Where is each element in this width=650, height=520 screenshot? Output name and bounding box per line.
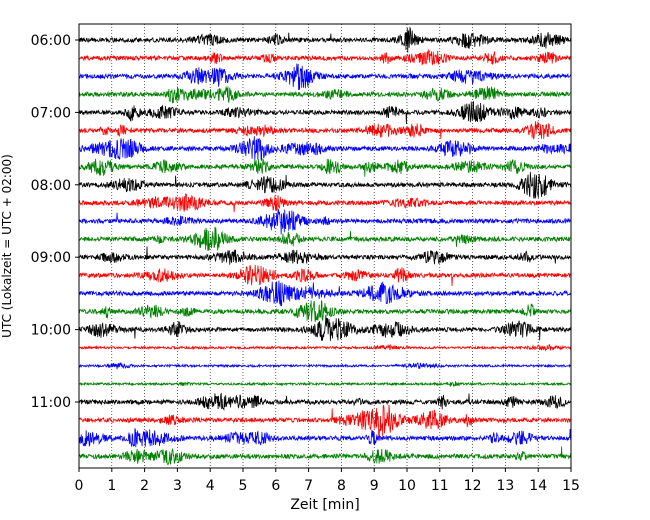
x-axis-title: Zeit [min] xyxy=(290,497,359,513)
plot-frame xyxy=(78,23,572,469)
x-tick-label: 8 xyxy=(337,478,346,494)
trace-0800 xyxy=(78,171,572,199)
y-tick-label: 07:00 xyxy=(31,105,71,121)
trace-0745 xyxy=(78,158,572,177)
y-tick-label: 08:00 xyxy=(31,178,71,194)
trace-0900 xyxy=(78,246,572,265)
trace-1100 xyxy=(78,392,572,411)
x-tick-label: 4 xyxy=(206,478,215,494)
x-axis-ticks: 0 1 2 3 4 5 6 7 8 9 10 11 12 13 14 15 xyxy=(75,468,580,494)
trace-1000 xyxy=(78,314,572,341)
x-tick-label: 3 xyxy=(173,478,182,494)
x-tick-label: 10 xyxy=(398,478,416,494)
trace-0645 xyxy=(78,85,572,104)
seismic-traces xyxy=(78,26,572,465)
trace-0700 xyxy=(78,101,572,124)
trace-0915 xyxy=(78,264,572,286)
trace-0930 xyxy=(78,280,572,307)
trace-1145 xyxy=(78,446,572,465)
x-tick-label: 2 xyxy=(140,478,149,494)
y-axis-ticks: 06:00 07:00 08:00 09:00 10:00 11:00 xyxy=(31,33,79,411)
x-tick-label: 14 xyxy=(529,478,547,494)
trace-1045 xyxy=(78,381,572,388)
x-tick-label: 6 xyxy=(271,478,280,494)
y-tick-label: 10:00 xyxy=(31,323,71,339)
trace-0615 xyxy=(78,48,572,66)
grid-lines xyxy=(111,24,539,468)
y-tick-label: 06:00 xyxy=(31,33,71,49)
trace-0945 xyxy=(78,299,572,323)
x-tick-label: 12 xyxy=(464,478,482,494)
x-tick-label: 0 xyxy=(75,478,84,494)
trace-0830 xyxy=(78,207,572,235)
trace-0730 xyxy=(78,136,572,161)
trace-1015 xyxy=(78,343,572,352)
y-tick-label: 11:00 xyxy=(31,395,71,411)
x-tick-label: 9 xyxy=(370,478,379,494)
trace-0630 xyxy=(78,63,572,90)
x-tick-label: 1 xyxy=(107,478,116,494)
trace-0600 xyxy=(78,26,572,53)
x-tick-label: 13 xyxy=(496,478,514,494)
y-axis-title: UTC (Lokalzeit = UTC + 02:00) xyxy=(0,154,14,338)
trace-0715 xyxy=(78,121,572,140)
trace-1115 xyxy=(78,404,572,438)
x-tick-label: 15 xyxy=(562,478,580,494)
x-tick-label: 7 xyxy=(304,478,313,494)
x-tick-label: 5 xyxy=(239,478,248,494)
x-tick-label: 11 xyxy=(431,478,449,494)
trace-1030 xyxy=(78,362,572,370)
trace-0845 xyxy=(78,226,572,251)
trace-1130 xyxy=(78,428,572,448)
y-tick-label: 09:00 xyxy=(31,250,71,266)
trace-0815 xyxy=(78,193,572,213)
